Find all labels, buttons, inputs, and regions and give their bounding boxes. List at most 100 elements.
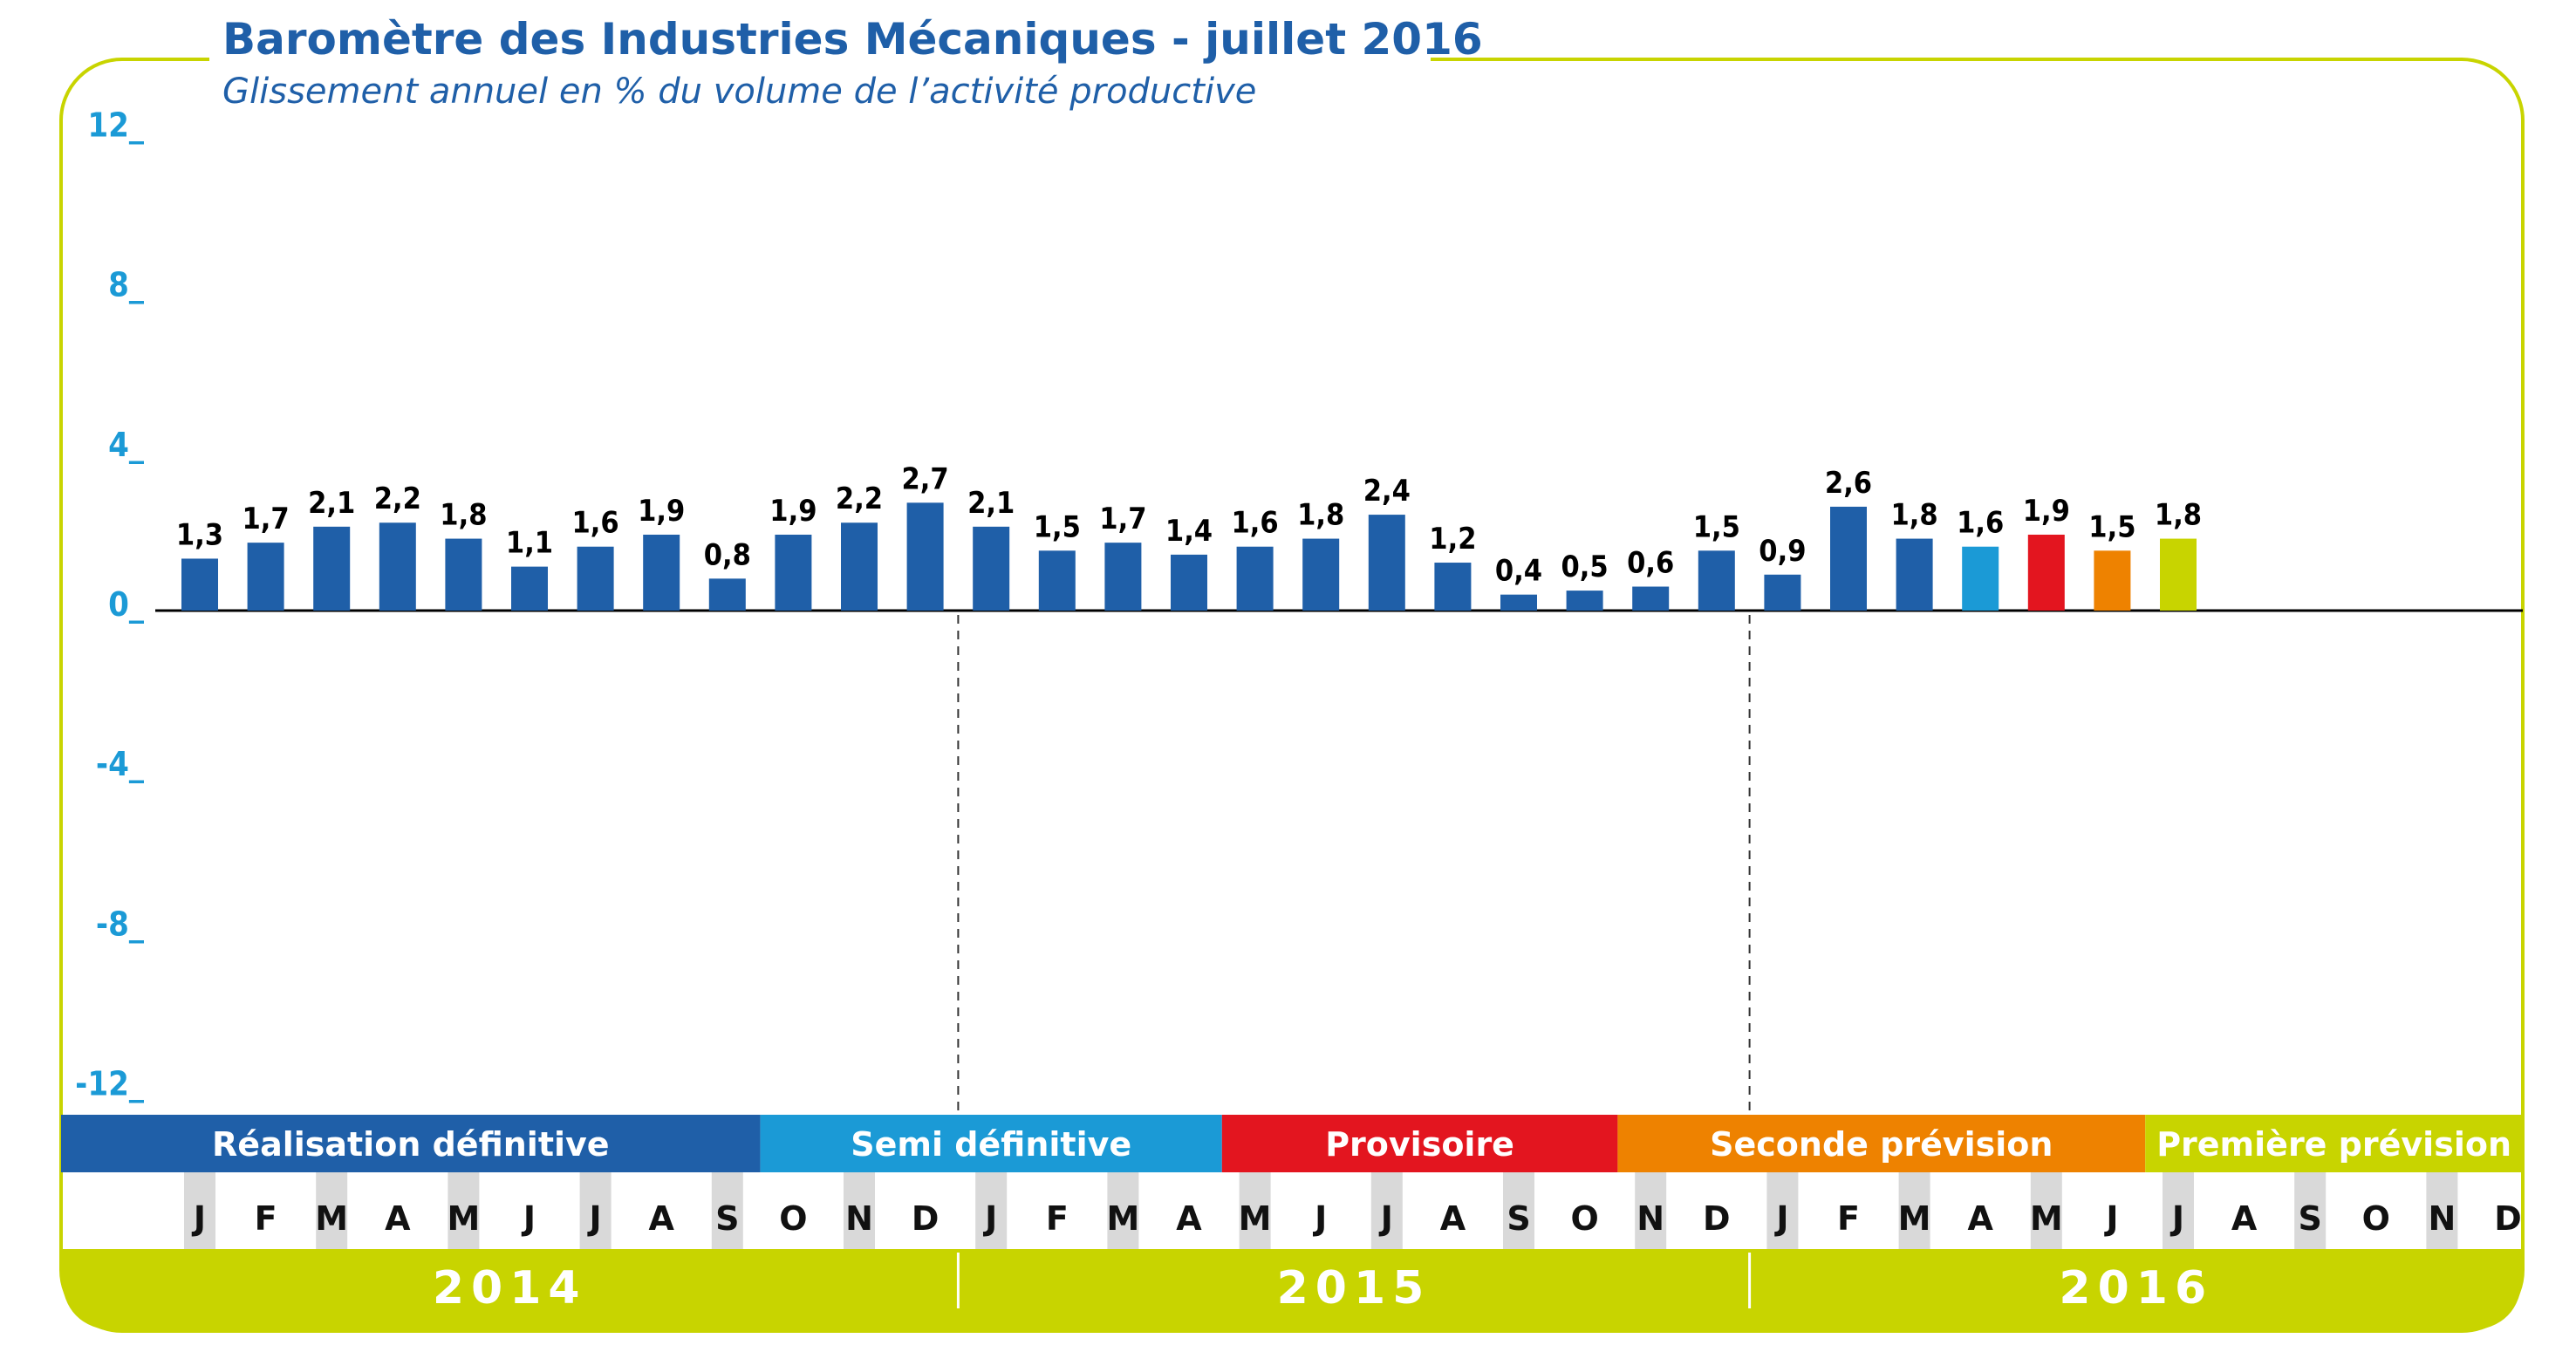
- month-stripe: [579, 1172, 612, 1249]
- chart-title: Baromètre des Industries Mécaniques - ju…: [222, 14, 1483, 65]
- y-tick-label: -8_: [96, 905, 145, 943]
- y-tick-label: 4_: [108, 426, 145, 464]
- month-tick-label: J: [587, 1199, 602, 1238]
- bar: [1171, 554, 1207, 611]
- month-tick-label: N: [845, 1199, 873, 1238]
- bar: [708, 578, 746, 611]
- bar-value-label: 1,9: [2023, 494, 2070, 529]
- month-stripe: [975, 1172, 1008, 1249]
- bar: [1104, 543, 1142, 611]
- bar-series: 1,3 1,7 2,1 2,2 1,8 1,1 1,6 1,9 0,8 1,9 2,2 2,7 2,1 1…: [176, 461, 2202, 611]
- month-tick-label: F: [255, 1199, 277, 1238]
- bar-value-label: 1,8: [2155, 498, 2202, 533]
- month-stripe: [2163, 1172, 2194, 1249]
- bar-value-label: 2,1: [967, 486, 1015, 521]
- month-stripe: [448, 1172, 480, 1249]
- bar-value-label: 1,1: [506, 526, 553, 561]
- bar-value-label: 1,9: [638, 494, 685, 529]
- chart-subtitle: Glissement annuel en % du volume de l’ac…: [222, 72, 1256, 112]
- bar: [1830, 506, 1867, 611]
- bar-value-label: 1,4: [1165, 514, 1213, 549]
- month-tick-label: D: [2494, 1199, 2522, 1238]
- bar: [1038, 550, 1076, 611]
- month-tick-label: M: [1239, 1199, 1272, 1238]
- bar: [906, 502, 944, 611]
- bar: [247, 543, 284, 611]
- y-tick-label: 0_: [108, 585, 145, 624]
- status-segment: [2145, 1115, 2523, 1172]
- month-tick-label: O: [2362, 1199, 2390, 1238]
- month-tick-label: J: [1773, 1199, 1788, 1238]
- y-tick-label: 8_: [108, 266, 145, 304]
- month-stripe: [2426, 1172, 2458, 1249]
- month-tick-label: J: [1378, 1199, 1393, 1238]
- bar: [1962, 546, 1999, 611]
- bar: [643, 534, 680, 611]
- month-tick-label: M: [1898, 1199, 1931, 1238]
- bar-value-label: 1,5: [2088, 509, 2135, 544]
- month-tick-label: A: [1440, 1199, 1466, 1238]
- month-tick-label: A: [385, 1199, 411, 1238]
- bar-value-label: 2,2: [374, 481, 421, 516]
- status-segment: [1221, 1115, 1618, 1172]
- bar: [577, 546, 614, 611]
- bar: [445, 538, 482, 611]
- month-tick-label: A: [2231, 1199, 2258, 1238]
- bar: [379, 522, 416, 611]
- bar: [313, 526, 351, 611]
- month-stripe: [2294, 1172, 2327, 1249]
- bar-value-label: 1,7: [1099, 502, 1146, 536]
- bar: [511, 566, 548, 611]
- bar: [1434, 563, 1472, 611]
- status-segment-label: Provisoire: [1325, 1125, 1514, 1164]
- bar: [775, 534, 812, 611]
- bar: [2027, 534, 2065, 611]
- year-band-fill: [61, 1249, 2523, 1331]
- month-tick-label: F: [1046, 1199, 1069, 1238]
- month-stripe: [1635, 1172, 1667, 1249]
- month-stripe: [184, 1172, 215, 1249]
- month-tick-label: F: [1837, 1199, 1860, 1238]
- month-stripe: [1766, 1172, 1799, 1249]
- status-legend-band: Réalisation définitive Semi définitive Pro…: [61, 1115, 2523, 1172]
- status-segment: [61, 1115, 761, 1172]
- month-stripe: [711, 1172, 743, 1249]
- bar-value-label: 0,5: [1561, 550, 1609, 584]
- bar: [1896, 538, 1933, 611]
- bar-value-label: 1,5: [1034, 509, 1081, 544]
- year-label: 2015: [1277, 1262, 1431, 1314]
- bar-value-label: 1,8: [1891, 498, 1938, 533]
- month-tick-label: J: [1312, 1199, 1327, 1238]
- month-stripe: [1370, 1172, 1403, 1249]
- bar-value-label: 2,6: [1825, 466, 1872, 501]
- bar-value-label: 2,2: [836, 481, 883, 516]
- month-tick-label: D: [1703, 1199, 1731, 1238]
- month-stripe: [1503, 1172, 1534, 1249]
- month-stripe: [316, 1172, 348, 1249]
- bar-value-label: 0,4: [1495, 554, 1542, 589]
- status-segment-label: Réalisation définitive: [212, 1125, 610, 1164]
- bar-value-label: 1,6: [572, 506, 619, 541]
- month-tick-label: J: [2103, 1199, 2118, 1238]
- month-tick-label: J: [191, 1199, 206, 1238]
- month-tick-label: A: [648, 1199, 674, 1238]
- bar: [1764, 574, 1801, 611]
- bar-value-label: 1,7: [243, 502, 290, 536]
- month-tick-label: J: [2169, 1199, 2184, 1238]
- month-tick-label: O: [779, 1199, 807, 1238]
- bar-value-label: 1,8: [440, 498, 487, 533]
- month-stripe: [1898, 1172, 1930, 1249]
- month-tick-label: O: [1570, 1199, 1598, 1238]
- y-tick-label: 12_: [87, 106, 145, 144]
- month-tick-label: M: [2030, 1199, 2063, 1238]
- year-label: 2016: [2059, 1262, 2213, 1314]
- bar-value-label: 1,6: [1232, 506, 1279, 541]
- y-axis: 12_ 8_ 4_ 0_ -4_ -8_ -12_: [75, 106, 145, 1103]
- y-tick-label: -12_: [75, 1065, 145, 1103]
- bar: [1566, 591, 1603, 611]
- month-tick-label: M: [447, 1199, 480, 1238]
- status-segment: [760, 1115, 1222, 1172]
- month-stripe: [1239, 1172, 1271, 1249]
- month-tick-label: A: [1176, 1199, 1202, 1238]
